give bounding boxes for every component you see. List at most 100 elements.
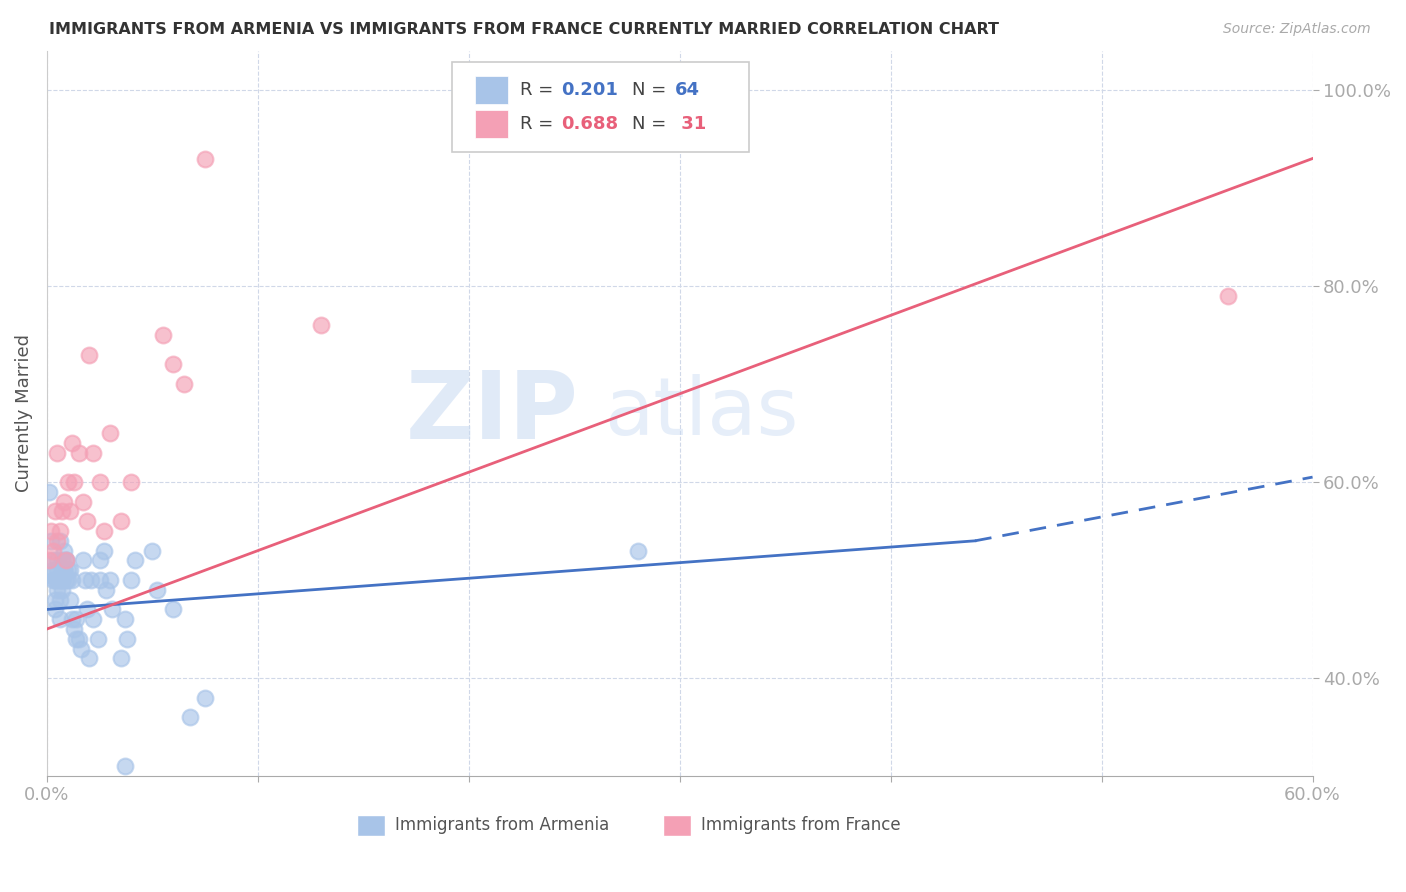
- Point: [60, 573, 83, 587]
- Point: [48, 573, 70, 587]
- Point: [73, 573, 96, 587]
- Point: [162, 357, 184, 371]
- Point: [77, 347, 100, 361]
- Point: [82, 612, 104, 626]
- Point: [38, 553, 60, 567]
- Point: [69, 641, 91, 656]
- Point: [63, 622, 86, 636]
- Point: [44, 592, 66, 607]
- Text: R =: R =: [520, 81, 560, 99]
- Text: Immigrants from Armenia: Immigrants from Armenia: [395, 816, 609, 834]
- Point: [52, 494, 75, 508]
- Text: 0.201: 0.201: [561, 81, 617, 99]
- Text: Immigrants from France: Immigrants from France: [702, 816, 901, 834]
- Point: [145, 582, 167, 597]
- Point: [98, 573, 121, 587]
- Point: [173, 376, 195, 391]
- Text: ZIP: ZIP: [405, 368, 578, 459]
- Point: [120, 475, 142, 489]
- Point: [194, 690, 217, 705]
- Point: [42, 553, 65, 567]
- Point: [76, 514, 98, 528]
- Point: [114, 759, 136, 773]
- Point: [120, 573, 142, 587]
- Point: [194, 152, 217, 166]
- Point: [44, 602, 66, 616]
- Point: [77, 651, 100, 665]
- Point: [141, 543, 163, 558]
- Text: Source: ZipAtlas.com: Source: ZipAtlas.com: [1223, 22, 1371, 37]
- Point: [60, 435, 83, 450]
- Point: [55, 553, 77, 567]
- Point: [152, 328, 174, 343]
- Text: N =: N =: [631, 115, 672, 133]
- Point: [52, 543, 75, 558]
- Point: [46, 563, 69, 577]
- Point: [101, 602, 124, 616]
- Point: [89, 475, 111, 489]
- Point: [60, 612, 83, 626]
- Point: [42, 573, 65, 587]
- Point: [46, 582, 69, 597]
- Point: [162, 602, 184, 616]
- FancyBboxPatch shape: [451, 62, 749, 153]
- Point: [51, 563, 73, 577]
- Point: [42, 543, 65, 558]
- Point: [56, 475, 79, 489]
- Point: [179, 710, 201, 724]
- Point: [39, 533, 62, 548]
- Text: N =: N =: [631, 81, 672, 99]
- Point: [114, 612, 136, 626]
- Bar: [475, 111, 508, 137]
- Text: IMMIGRANTS FROM ARMENIA VS IMMIGRANTS FROM FRANCE CURRENTLY MARRIED CORRELATION : IMMIGRANTS FROM ARMENIA VS IMMIGRANTS FR…: [49, 22, 1000, 37]
- Point: [46, 573, 69, 587]
- Point: [93, 543, 115, 558]
- Point: [309, 318, 332, 333]
- Text: atlas: atlas: [603, 375, 799, 452]
- Bar: [475, 76, 508, 103]
- Y-axis label: Currently Married: Currently Married: [15, 334, 32, 492]
- Point: [110, 514, 132, 528]
- Point: [38, 484, 60, 499]
- Point: [80, 573, 103, 587]
- Point: [39, 568, 62, 582]
- Point: [65, 632, 87, 646]
- Point: [63, 475, 86, 489]
- Bar: [664, 815, 692, 836]
- Point: [94, 582, 117, 597]
- Point: [86, 632, 108, 646]
- Point: [55, 573, 77, 587]
- Text: 31: 31: [675, 115, 706, 133]
- Point: [56, 563, 79, 577]
- Point: [89, 573, 111, 587]
- Point: [51, 573, 73, 587]
- Point: [51, 582, 73, 597]
- Text: 0.688: 0.688: [561, 115, 617, 133]
- Point: [46, 445, 69, 459]
- Point: [55, 553, 77, 567]
- Point: [44, 573, 66, 587]
- Point: [115, 632, 138, 646]
- Point: [93, 524, 115, 538]
- Point: [51, 553, 73, 567]
- Point: [44, 504, 66, 518]
- Point: [48, 533, 70, 548]
- Point: [82, 445, 104, 459]
- Point: [59, 563, 82, 577]
- Point: [72, 553, 94, 567]
- Point: [39, 524, 62, 538]
- Point: [76, 602, 98, 616]
- Point: [98, 425, 121, 440]
- Point: [72, 494, 94, 508]
- Point: [65, 612, 87, 626]
- Point: [52, 563, 75, 577]
- Point: [56, 573, 79, 587]
- Point: [626, 543, 648, 558]
- Text: 64: 64: [675, 81, 700, 99]
- Point: [55, 553, 77, 567]
- Text: R =: R =: [520, 115, 560, 133]
- Bar: [357, 815, 385, 836]
- Point: [46, 553, 69, 567]
- Point: [51, 573, 73, 587]
- Point: [110, 651, 132, 665]
